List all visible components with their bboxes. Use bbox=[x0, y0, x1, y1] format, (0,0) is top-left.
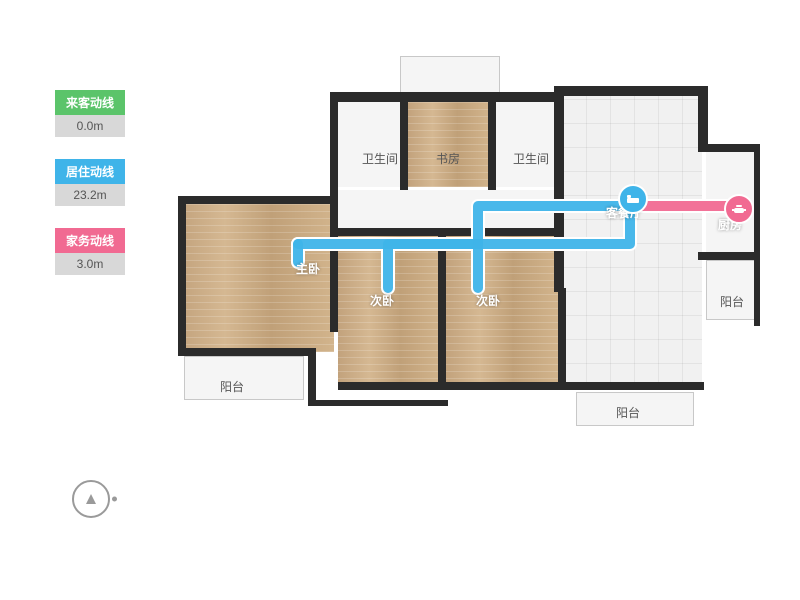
wall-10 bbox=[698, 144, 760, 152]
room-balcony-e bbox=[706, 260, 760, 320]
room-balcony-se bbox=[576, 392, 694, 426]
wall-6 bbox=[488, 92, 496, 190]
wall-7 bbox=[554, 86, 564, 292]
wall-15 bbox=[338, 382, 564, 390]
pot-icon bbox=[724, 194, 754, 224]
wall-13 bbox=[338, 228, 558, 236]
wall-8 bbox=[554, 86, 702, 96]
wall-0 bbox=[333, 92, 563, 102]
wall-2 bbox=[178, 196, 186, 356]
legend-item-chore: 家务动线 3.0m bbox=[55, 228, 125, 275]
wall-1 bbox=[178, 196, 338, 204]
wall-17 bbox=[308, 348, 316, 404]
legend-value-living: 23.2m bbox=[55, 184, 125, 206]
wall-9 bbox=[698, 86, 708, 152]
compass-dot bbox=[112, 497, 117, 502]
room-bath-right bbox=[496, 102, 558, 187]
legend: 来客动线 0.0m 居住动线 23.2m 家务动线 3.0m bbox=[55, 90, 125, 297]
wall-4 bbox=[330, 92, 338, 332]
room-second-b bbox=[446, 236, 558, 386]
legend-title-chore: 家务动线 bbox=[55, 228, 125, 253]
wall-14 bbox=[438, 232, 446, 390]
room-bath-left bbox=[338, 102, 404, 187]
room-balcony-sw bbox=[184, 356, 304, 400]
legend-title-living: 居住动线 bbox=[55, 159, 125, 184]
room-second-a bbox=[338, 236, 442, 386]
bed-icon bbox=[618, 184, 648, 214]
legend-item-living: 居住动线 23.2m bbox=[55, 159, 125, 206]
room-living bbox=[562, 92, 702, 388]
room-study bbox=[408, 102, 490, 187]
wall-5 bbox=[400, 92, 408, 190]
legend-item-guest: 来客动线 0.0m bbox=[55, 90, 125, 137]
wall-3 bbox=[178, 348, 308, 356]
wall-16 bbox=[558, 382, 704, 390]
wall-19 bbox=[558, 288, 566, 388]
room-corridor bbox=[338, 190, 558, 232]
floorplan: 卫生间书房卫生间阳台阳台阳台主卧次卧次卧客餐厅厨房 bbox=[178, 56, 760, 464]
legend-value-guest: 0.0m bbox=[55, 115, 125, 137]
wall-12 bbox=[698, 252, 758, 260]
wall-18 bbox=[308, 400, 448, 406]
wall-11 bbox=[754, 144, 760, 326]
room-master bbox=[178, 202, 334, 352]
legend-title-guest: 来客动线 bbox=[55, 90, 125, 115]
legend-value-chore: 3.0m bbox=[55, 253, 125, 275]
compass-icon bbox=[72, 480, 110, 518]
